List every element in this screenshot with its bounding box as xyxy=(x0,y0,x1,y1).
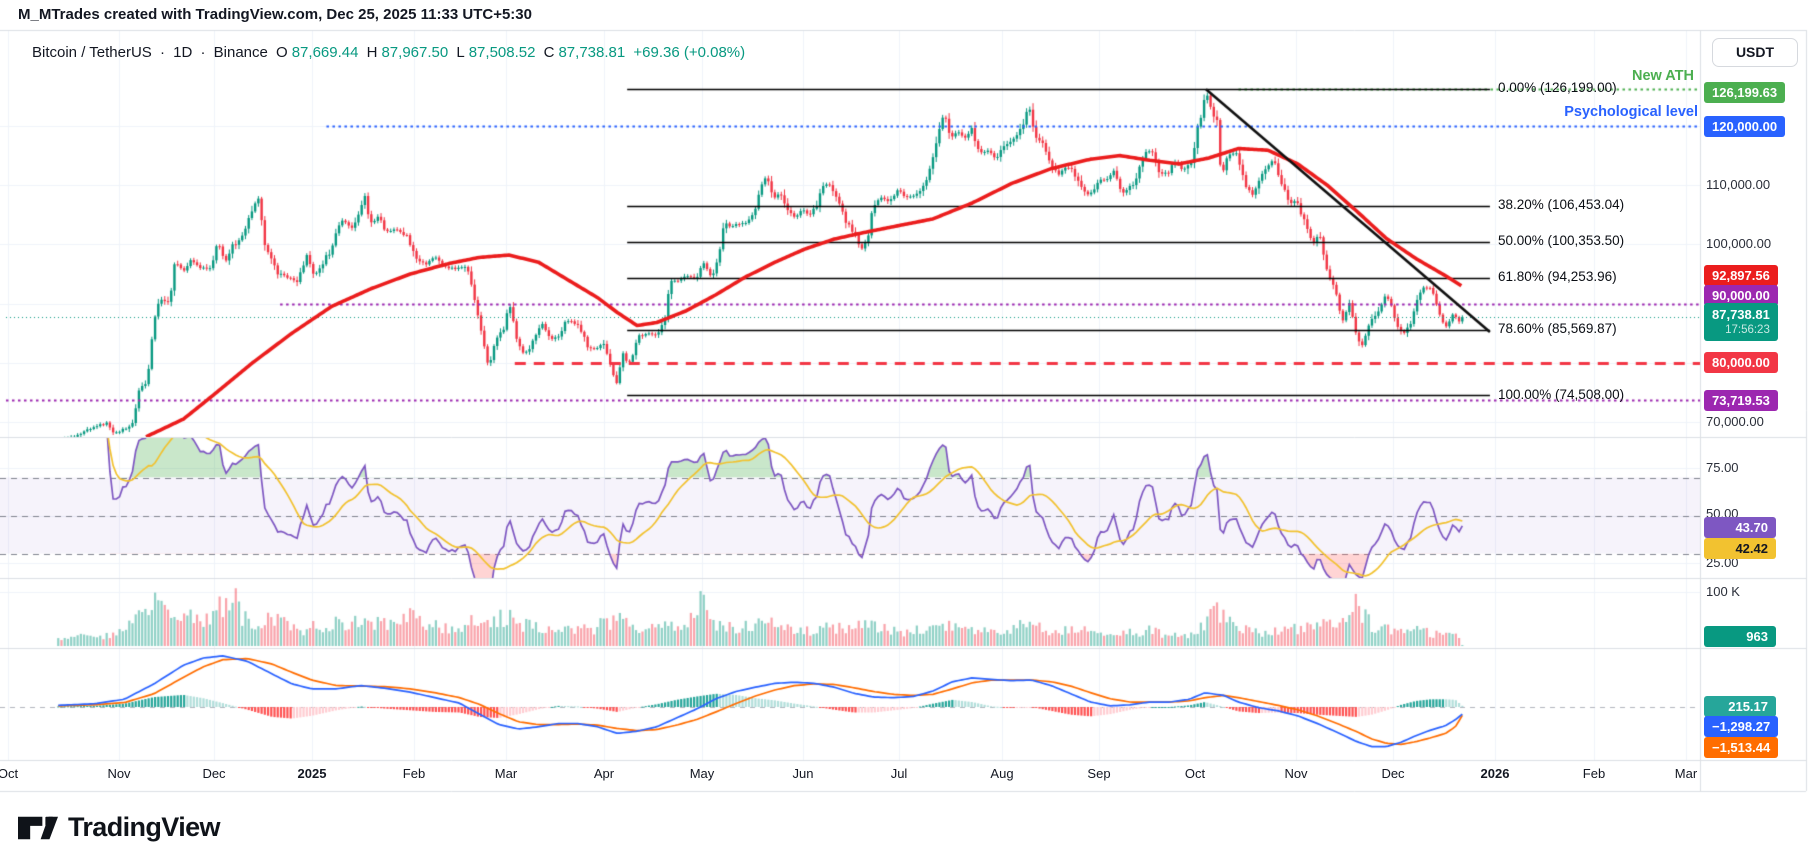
time-axis-label: Nov xyxy=(107,766,131,781)
price-badge: 43.70 xyxy=(1704,516,1776,538)
open-letter: O xyxy=(276,44,288,61)
price-badge: 80,000.00 xyxy=(1704,351,1778,373)
new-ath-annotation: New ATH xyxy=(1631,68,1694,84)
time-axis-label: May xyxy=(689,766,715,781)
interval-label[interactable]: 1D xyxy=(173,44,193,61)
high-letter: H xyxy=(366,44,378,61)
exchange-label[interactable]: Binance xyxy=(213,44,268,61)
time-axis-label: Dec xyxy=(1381,766,1405,781)
tradingview-logo-icon xyxy=(18,816,58,839)
psychological-level-annotation: Psychological level xyxy=(1564,104,1698,120)
time-axis-label: Aug xyxy=(990,766,1014,781)
price-badge: 963 xyxy=(1704,625,1776,647)
fib-level-label: 78.60% (85,569.87) xyxy=(1498,321,1617,336)
attribution-text: M_MTrades created with TradingView.com, … xyxy=(18,6,532,23)
time-axis-label: Jun xyxy=(792,766,814,781)
time-axis-label: Sep xyxy=(1087,766,1111,781)
time-axis-label: Apr xyxy=(593,766,615,781)
symbol-name[interactable]: Bitcoin / TetherUS xyxy=(32,44,152,61)
time-axis-label: Oct xyxy=(0,766,19,781)
symbol-ohlc-line: Bitcoin / TetherUS · 1D · Binance O 87,66… xyxy=(32,44,749,61)
high-value: 87,967.50 xyxy=(381,44,449,61)
time-axis-label: Jul xyxy=(890,766,908,781)
time-axis-label: Nov xyxy=(1284,766,1308,781)
price-badge: 87,738.81 17:56:23 xyxy=(1704,303,1778,341)
low-letter: L xyxy=(456,44,465,61)
scale-tick-label: 70,000.00 xyxy=(1706,414,1764,429)
time-axis-label: Feb xyxy=(402,766,426,781)
scale-tick-label: 110,000.00 xyxy=(1706,177,1771,192)
time-axis-label: 2025 xyxy=(297,766,327,781)
price-badge: 42.42 xyxy=(1704,537,1776,559)
price-badge: −1,513.44 xyxy=(1704,736,1779,758)
separator-dot: · xyxy=(200,44,206,61)
scale-tick-label: 100,000.00 xyxy=(1706,236,1772,251)
time-axis-label: 2026 xyxy=(1480,766,1510,781)
fib-level-label: 50.00% (100,353.50) xyxy=(1498,233,1625,248)
price-badge: 215.17 xyxy=(1704,695,1776,717)
price-badge: 73,719.53 xyxy=(1704,389,1778,411)
fib-level-label: 0.00% (126,199.00) xyxy=(1498,80,1617,95)
time-axis-label: Mar xyxy=(1674,766,1698,781)
fib-level-label: 38.20% (106,453.04) xyxy=(1498,197,1625,212)
low-value: 87,508.52 xyxy=(468,44,536,61)
scale-tick-label: 75.00 xyxy=(1706,460,1739,475)
separator-dot: · xyxy=(159,44,165,61)
time-axis-label: Dec xyxy=(202,766,226,781)
currency-toggle-button[interactable]: USDT xyxy=(1712,38,1798,67)
tradingview-logo-text: TradingView xyxy=(68,812,221,842)
scale-tick-label: 25.00 xyxy=(1706,555,1739,570)
close-value: 87,738.81 xyxy=(558,44,626,61)
open-value: 87,669.44 xyxy=(291,44,359,61)
time-axis-label: Mar xyxy=(494,766,518,781)
tradingview-logo[interactable]: TradingView xyxy=(18,812,221,843)
time-axis-label: Feb xyxy=(1582,766,1606,781)
close-letter: C xyxy=(543,44,555,61)
scale-tick-label: 100 K xyxy=(1706,584,1740,599)
price-badge: −1,298.27 xyxy=(1704,715,1779,737)
price-badge: 126,199.63 xyxy=(1704,81,1786,103)
change-value: +69.36 (+0.08%) xyxy=(633,44,746,61)
fib-level-label: 61.80% (94,253.96) xyxy=(1498,269,1617,284)
price-badge: 90,000.00 xyxy=(1704,284,1778,306)
price-badge: 120,000.00 xyxy=(1704,115,1786,137)
time-axis-label: Oct xyxy=(1184,766,1206,781)
fib-level-label: 100.00% (74,508.00) xyxy=(1498,387,1625,402)
price-badge: 92,897.56 xyxy=(1704,264,1778,286)
